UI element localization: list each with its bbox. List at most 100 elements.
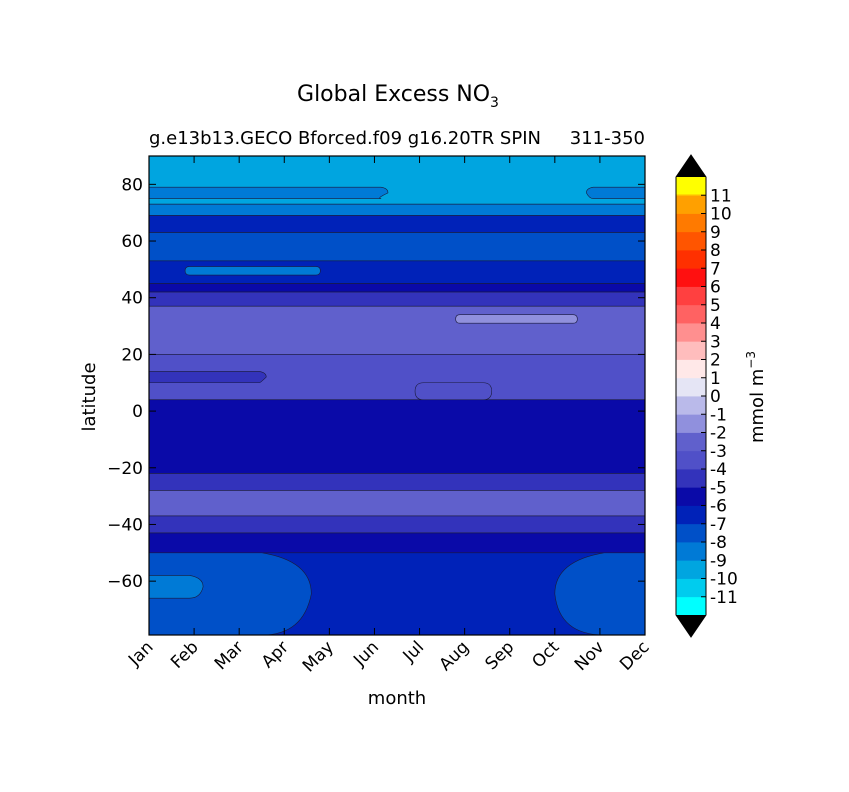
arctic-feature-right [586, 186, 646, 199]
colorbar-tick-label: 10 [710, 205, 732, 225]
chart-title-main: Global Excess NO [297, 82, 490, 107]
contour-band [148, 291, 646, 307]
feature-32n [455, 314, 578, 324]
chart-title: Global Excess NO3 [297, 82, 499, 111]
contour-band [148, 203, 646, 216]
colorbar-segment [676, 396, 706, 415]
y-tick-label: −40 [107, 515, 143, 535]
x-tick-label: Mar [211, 637, 248, 674]
y-tick-label: 40 [121, 289, 143, 309]
contour-band [148, 473, 646, 491]
colorbar-tick-label: 11 [710, 186, 732, 206]
colorbar-segment [676, 304, 706, 324]
x-tick-label: Apr [258, 637, 293, 672]
chart-title-subscript: 3 [490, 95, 499, 111]
contour-band [148, 305, 646, 355]
contour-band [148, 532, 646, 554]
chart-subtitle-left: g.e13b13.GECO Bforced.f09 g16.20TR SPIN [149, 128, 541, 149]
y-tick-label: 60 [121, 232, 143, 252]
colorbar-tick-label: 5 [710, 296, 721, 316]
colorbar-extend-top [676, 155, 706, 177]
y-tick-label: 20 [121, 345, 143, 365]
chart-subtitle-right: 311-350 [570, 128, 645, 149]
colorbar-tick-label: -10 [710, 570, 738, 590]
colorbar-tick-label: 1 [710, 369, 721, 389]
colorbar-tick-label: -7 [710, 515, 727, 535]
x-tick-label: Jul [399, 637, 428, 666]
colorbar-segment [676, 450, 706, 470]
feature-50n [184, 266, 321, 276]
colorbar-label-superscript: −3 [744, 351, 758, 369]
colorbar-segment [676, 377, 706, 397]
colorbar-tick-label: -11 [710, 588, 738, 608]
x-tick-label: Oct [528, 637, 563, 672]
colorbar-outline [675, 154, 707, 638]
x-tick-label: Feb [167, 637, 202, 672]
arctic-feature-left [148, 186, 389, 199]
colorbar-segment [676, 250, 706, 269]
colorbar-segment [676, 487, 706, 506]
colorbar-tick-label: -1 [710, 405, 727, 425]
colorbar-tick-label: -6 [710, 497, 727, 517]
x-tick-label: Jun [349, 637, 383, 671]
plot-frame [148, 155, 646, 636]
colorbar-segment [676, 341, 706, 360]
feature-12n-left [148, 371, 267, 384]
x-tick-label: Jan [124, 637, 157, 670]
colorbar-segment [676, 323, 706, 342]
x-tick-label: Nov [571, 637, 609, 675]
colorbar-tick-label: 0 [710, 387, 721, 407]
colorbar-segment [676, 469, 706, 488]
feature-bump-2n [414, 382, 492, 401]
colorbar-top-cap [676, 177, 706, 195]
colorbar-segment [676, 505, 706, 525]
contour-band [148, 515, 646, 534]
y-axis-ticks: 80 60 40 20 0 −20 −40 −60 [107, 175, 645, 592]
south-left-region [148, 552, 312, 636]
colorbar-tick-label: 4 [710, 314, 721, 334]
colorbar-segment [676, 195, 706, 214]
contour-band [148, 283, 646, 293]
colorbar-segment [676, 432, 706, 452]
y-tick-label: 0 [132, 402, 143, 422]
contour-band [148, 399, 646, 474]
colorbar-tick-label: -4 [710, 460, 727, 480]
colorbar-segment [676, 414, 706, 433]
colorbar-tick-label: 8 [710, 241, 721, 261]
colorbar-segment [676, 523, 706, 543]
colorbar-label-main: mmol m [747, 369, 768, 443]
contour-band [148, 232, 646, 262]
y-tick-label: 80 [121, 175, 143, 195]
colorbar-tick-label: -5 [710, 478, 727, 498]
south-left-blob [148, 575, 204, 599]
x-axis-label: month [368, 688, 426, 709]
colorbar-tick-label: -9 [710, 551, 727, 571]
colorbar-tick-label: -3 [710, 442, 727, 462]
colorbar-tick-label: 7 [710, 259, 721, 279]
colorbar-segment [676, 231, 706, 251]
x-tick-label: Dec [616, 637, 653, 674]
colorbar-segment [676, 286, 706, 306]
contour-band [148, 490, 646, 517]
contour-band [148, 215, 646, 233]
colorbar-segment [676, 542, 706, 561]
colorbar-segment [676, 359, 706, 379]
colorbar-segment [676, 213, 706, 233]
colorbar-tick-label: 3 [710, 332, 721, 352]
colorbar-extend-bottom [676, 615, 706, 637]
colorbar-tick-label: 9 [710, 223, 721, 243]
y-tick-label: −20 [107, 459, 143, 479]
colorbar-label: mmol m−3 [744, 351, 768, 443]
plot-area [148, 155, 646, 636]
colorbar-segment [676, 578, 706, 598]
y-axis-label: latitude [79, 362, 100, 431]
colorbar-tick-label: 6 [710, 278, 721, 298]
x-tick-label: Sep [481, 637, 518, 674]
colorbar-segment [676, 596, 706, 616]
y-tick-label: −60 [107, 572, 143, 592]
x-tick-label: May [299, 637, 338, 676]
colorbar-tick-label: -2 [710, 424, 727, 444]
colorbar-segment [676, 268, 706, 287]
